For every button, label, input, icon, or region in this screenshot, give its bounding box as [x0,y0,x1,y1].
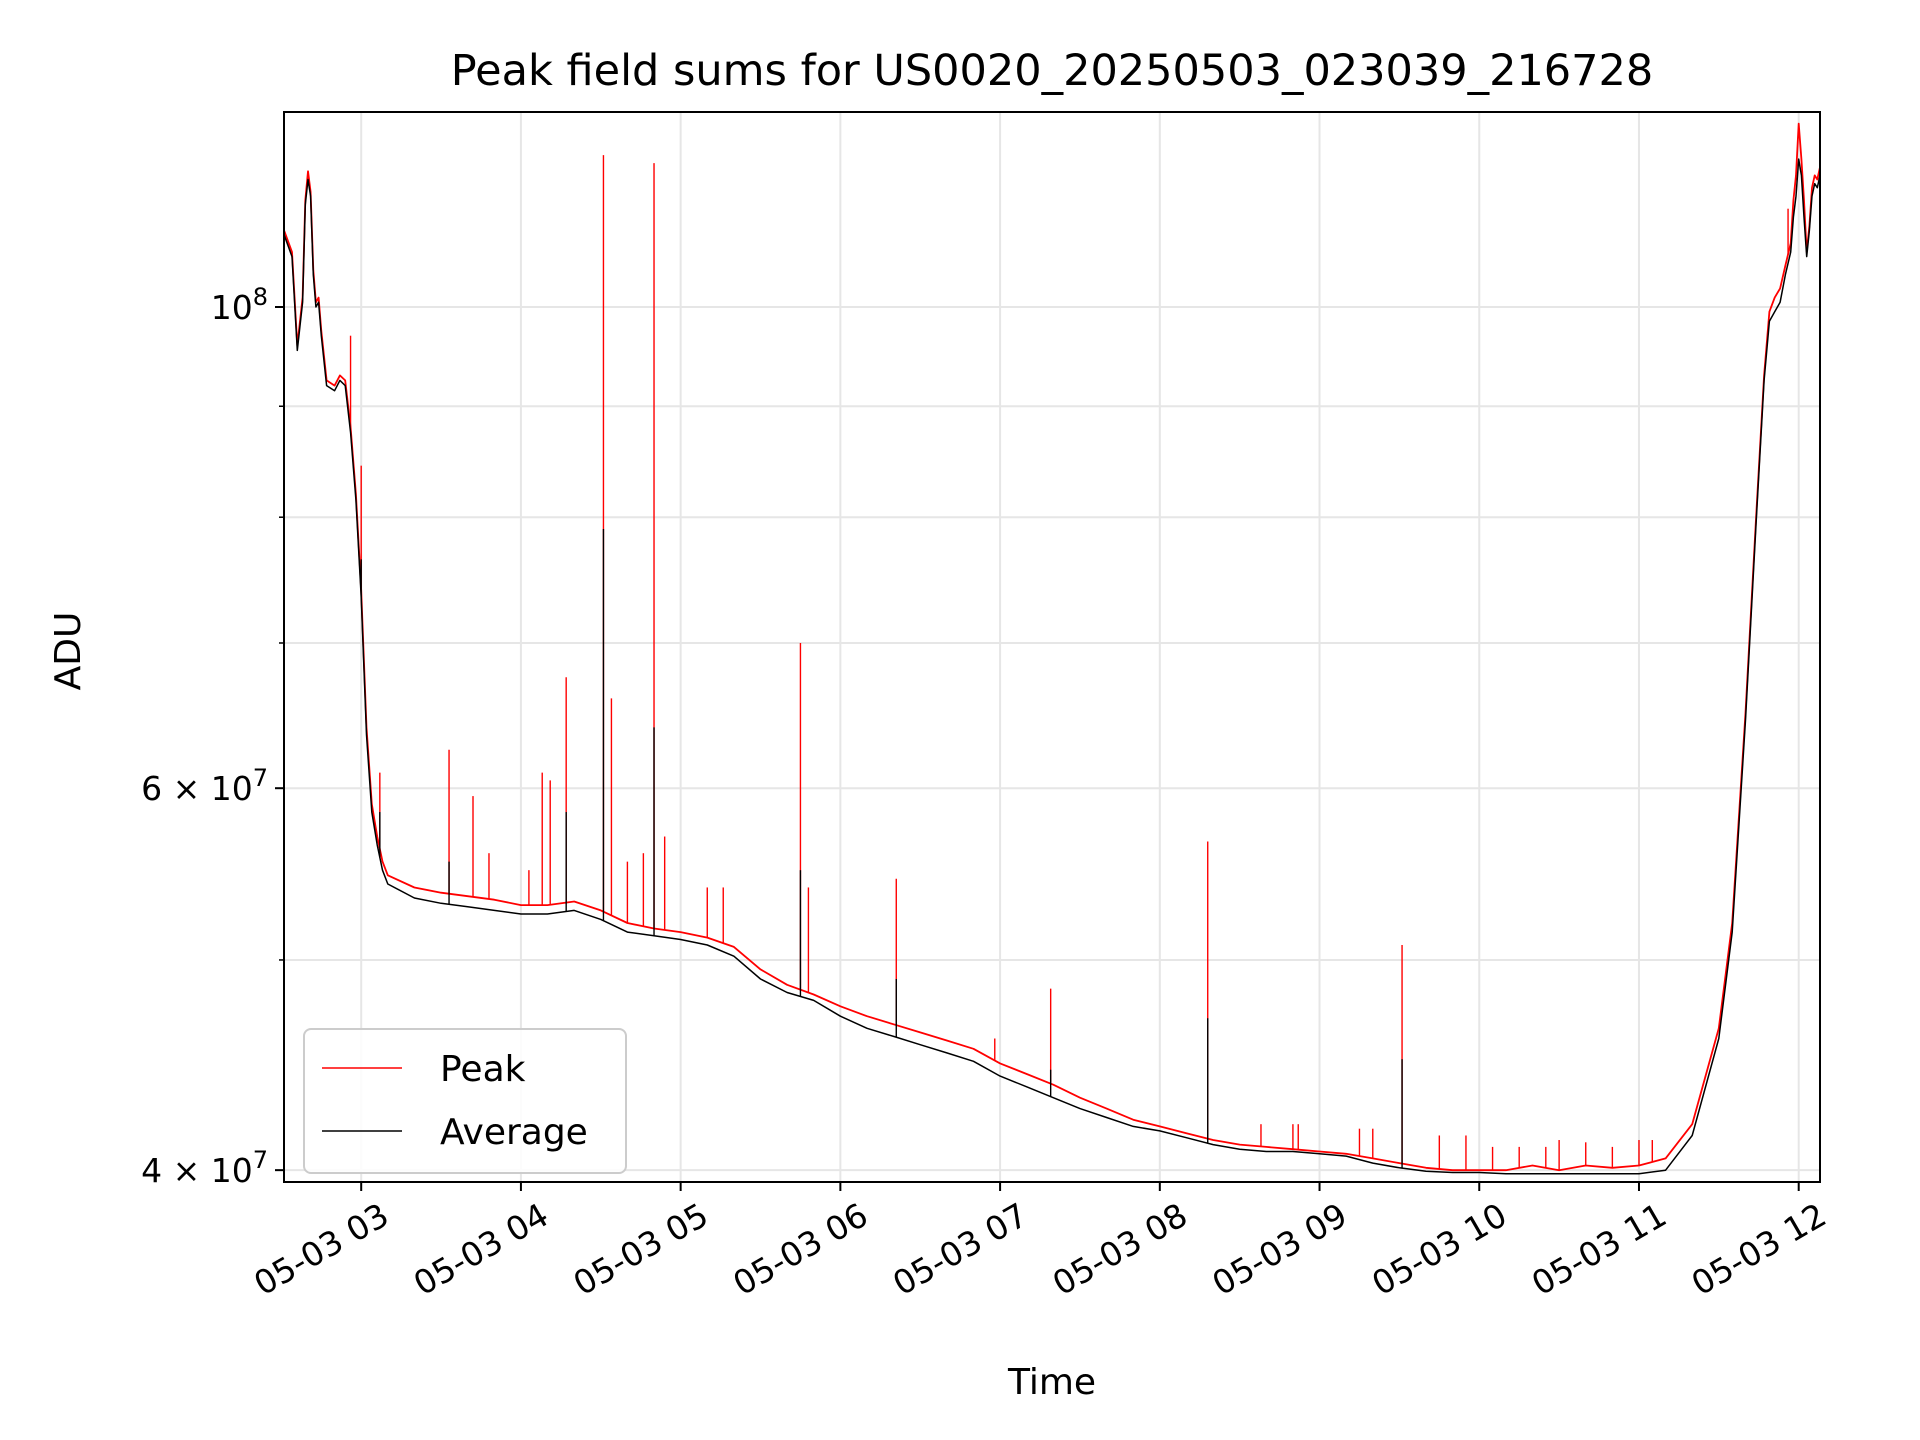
grid [284,112,1820,1182]
legend: Peak Average [303,1028,627,1174]
y-tick-exponent: 7 [253,764,268,792]
series-layer [284,122,1820,1175]
legend-label-average: Average [440,1112,588,1153]
y-tick-label: 108 [211,283,268,327]
y-axis-title: ADU [48,612,89,691]
y-tick-base: 10 [211,288,253,327]
x-axis-title: Time [1007,1362,1096,1403]
y-tick-base: 6 × 10 [141,769,253,808]
chart-title: Peak field sums for US0020_20250503_0230… [451,46,1654,96]
y-tick-label: 6 × 107 [141,764,268,808]
y-tick-exponent: 8 [253,283,268,311]
y-tick-base: 4 × 10 [141,1151,253,1190]
y-tick-label: 4 × 107 [141,1146,268,1190]
series-line-average [284,158,1820,1175]
legend-box [303,1028,627,1174]
plot-frame [283,111,1821,1183]
y-tick-exponent: 7 [253,1146,268,1174]
legend-label-peak: Peak [440,1049,526,1090]
series-average [284,158,1820,1175]
